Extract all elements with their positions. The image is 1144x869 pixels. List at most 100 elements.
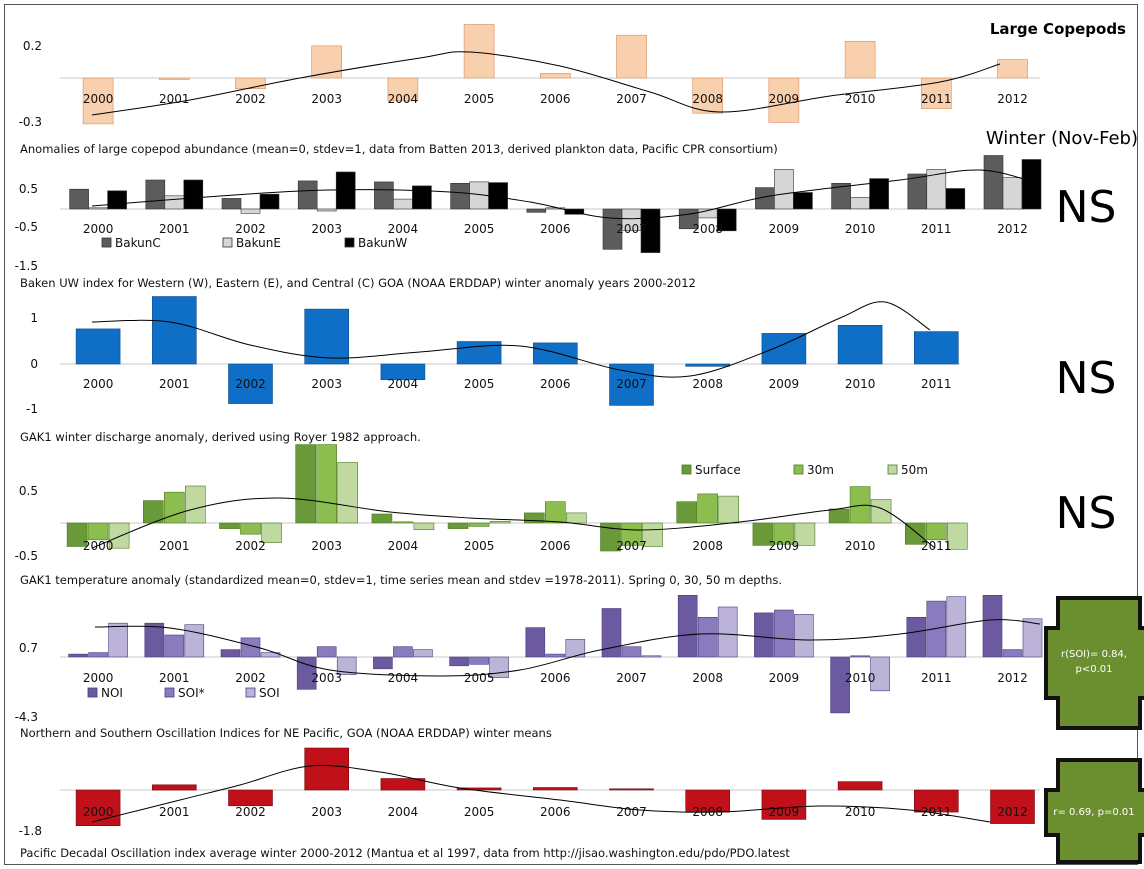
bar [844, 40, 876, 79]
category-label: 2009 [769, 539, 800, 553]
legend-label: BakunC [115, 236, 161, 250]
header-title: Large Copepods [990, 20, 1126, 38]
category-label: 2000 [83, 671, 114, 685]
legend-label: BakunW [358, 236, 407, 250]
bar [697, 616, 718, 658]
bar [75, 789, 121, 827]
bar [371, 513, 393, 524]
category-label: 2002 [235, 222, 266, 236]
category-label: 2005 [464, 92, 495, 106]
y-tick-label: 0.5 [19, 182, 38, 196]
y-tick-label: -4.3 [15, 710, 38, 724]
category-label: 2008 [692, 539, 723, 553]
category-label: 2010 [845, 539, 876, 553]
category-label: 2008 [692, 377, 723, 391]
bar [532, 342, 578, 365]
bar [1002, 177, 1023, 210]
stat-badge-shape [1044, 596, 1144, 730]
bar [906, 616, 927, 658]
category-label: 2004 [388, 222, 419, 236]
bar [235, 77, 266, 89]
category-label: 2002 [235, 92, 266, 106]
category-label: 2009 [769, 377, 800, 391]
caption-oscillation: Northern and Southern Oscillation Indice… [20, 726, 552, 740]
bar [183, 179, 204, 210]
bar [565, 639, 586, 658]
stat-text-pdo: r= 0.69, p=0.01 [1053, 807, 1134, 818]
category-label: 2004 [388, 671, 419, 685]
bar [316, 646, 337, 658]
trend-curve [91, 169, 1041, 220]
ns-label-discharge: NS [1056, 353, 1117, 404]
category-label: 2007 [616, 539, 647, 553]
legend-swatch [344, 237, 355, 248]
bar [913, 331, 959, 365]
category-label: 2001 [159, 222, 190, 236]
bar [692, 77, 724, 114]
category-label: 2007 [616, 671, 647, 685]
bar [304, 308, 350, 365]
bar [926, 600, 947, 658]
figure-frame [4, 4, 1138, 865]
bar [925, 522, 947, 541]
category-label: 2004 [388, 377, 419, 391]
bar [108, 622, 128, 658]
bar [716, 208, 737, 232]
bar [456, 787, 502, 791]
category-label: 2003 [311, 222, 342, 236]
category-label: 2007 [616, 92, 647, 106]
trend-curve [91, 301, 931, 378]
category-label: 2006 [540, 671, 571, 685]
stat-badge-shape [1044, 758, 1144, 864]
season-label: Winter (Nov-Feb) [986, 128, 1138, 149]
bar [837, 781, 883, 791]
legend-swatch [245, 687, 256, 698]
category-label: 2009 [769, 671, 800, 685]
category-label: 2010 [845, 92, 876, 106]
category-label: 2005 [464, 671, 495, 685]
category-label: 2001 [159, 92, 190, 106]
y-tick-label: -0.3 [19, 115, 42, 129]
bar [794, 522, 816, 546]
category-label: 2011 [921, 377, 952, 391]
bar [754, 612, 774, 658]
trend-curve [91, 51, 1001, 116]
bar [69, 188, 89, 210]
bar [616, 34, 647, 79]
category-label: 2012 [997, 805, 1028, 819]
bar [450, 183, 470, 210]
category-label: 2006 [540, 222, 571, 236]
bar [849, 486, 871, 524]
category-label: 2008 [692, 222, 723, 236]
caption-bakun: Baken UW index for Western (W), Eastern … [20, 276, 696, 290]
bar [219, 522, 240, 529]
bar [794, 614, 814, 658]
bar [220, 649, 241, 658]
category-label: 2007 [616, 222, 647, 236]
legend-swatch [87, 687, 98, 698]
bar [387, 77, 419, 102]
bar [316, 444, 338, 524]
bar [393, 646, 413, 658]
ns-label-temperature: NS [1056, 488, 1117, 539]
bar [152, 296, 197, 365]
legend-label: NOI [101, 686, 123, 700]
bar [640, 208, 661, 253]
bar [774, 609, 794, 658]
bar [66, 522, 88, 547]
category-label: 2005 [464, 805, 495, 819]
bar [145, 179, 166, 210]
category-label: 2004 [388, 539, 419, 553]
bar [261, 522, 282, 543]
bar [990, 789, 1035, 824]
caption-copepods: Anomalies of large copepod abundance (me… [20, 142, 778, 156]
y-tick-label: -1 [26, 402, 38, 416]
bar [412, 185, 432, 210]
bar [108, 522, 130, 549]
bar [82, 77, 114, 125]
y-tick-label: 0.5 [19, 484, 38, 498]
category-label: 2001 [159, 671, 190, 685]
category-label: 2010 [845, 805, 876, 819]
stat-badge-soi: r(SOI)= 0.84, p<0.01 [1044, 596, 1144, 730]
bar [761, 333, 807, 365]
